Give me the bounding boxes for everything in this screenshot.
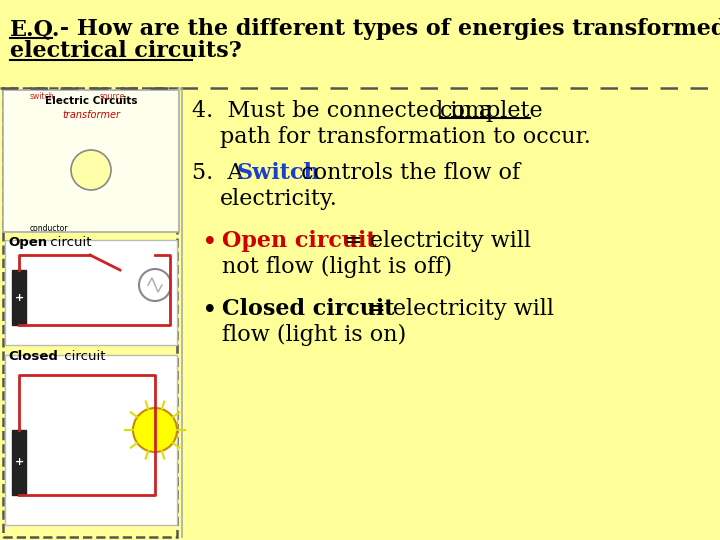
Text: +: +	[14, 293, 24, 303]
FancyBboxPatch shape	[5, 355, 177, 525]
Bar	[12, 430, 26, 495]
Text: Open circuit: Open circuit	[222, 230, 377, 252]
FancyBboxPatch shape	[5, 240, 177, 345]
Text: flow (light is on): flow (light is on)	[222, 324, 406, 346]
Text: •: •	[202, 298, 217, 324]
Text: transformer: transformer	[62, 110, 120, 120]
Text: electricity.: electricity.	[220, 188, 338, 210]
Text: Closed: Closed	[8, 350, 58, 363]
FancyBboxPatch shape	[3, 90, 179, 232]
Text: Electric Circuits: Electric Circuits	[45, 96, 138, 106]
Text: Open: Open	[8, 236, 47, 249]
Text: = electricity will: = electricity will	[337, 230, 531, 252]
Text: 4.  Must be connected in a: 4. Must be connected in a	[192, 100, 499, 122]
Text: source: source	[100, 92, 125, 101]
Text: switch: switch	[30, 92, 55, 101]
Circle shape	[133, 408, 177, 452]
Text: •: •	[202, 230, 217, 256]
Text: +: +	[14, 457, 24, 467]
Bar	[12, 270, 26, 325]
Text: conductor: conductor	[30, 224, 68, 233]
Text: = electricity will: = electricity will	[360, 298, 554, 320]
Text: - How are the different types of energies transformed in: - How are the different types of energie…	[52, 18, 720, 40]
Text: controls the flow of: controls the flow of	[294, 162, 520, 184]
Text: Closed circuit: Closed circuit	[222, 298, 395, 320]
Text: circuit: circuit	[46, 236, 91, 249]
Text: Switch: Switch	[237, 162, 320, 184]
Text: electrical circuits?: electrical circuits?	[10, 40, 242, 62]
Text: E.Q.: E.Q.	[10, 18, 60, 40]
Text: complete: complete	[440, 100, 544, 122]
Text: not flow (light is off): not flow (light is off)	[222, 256, 452, 278]
Text: path for transformation to occur.: path for transformation to occur.	[220, 126, 591, 148]
Text: 5.  A: 5. A	[192, 162, 251, 184]
Text: circuit: circuit	[60, 350, 106, 363]
Circle shape	[71, 150, 111, 190]
Circle shape	[139, 269, 171, 301]
